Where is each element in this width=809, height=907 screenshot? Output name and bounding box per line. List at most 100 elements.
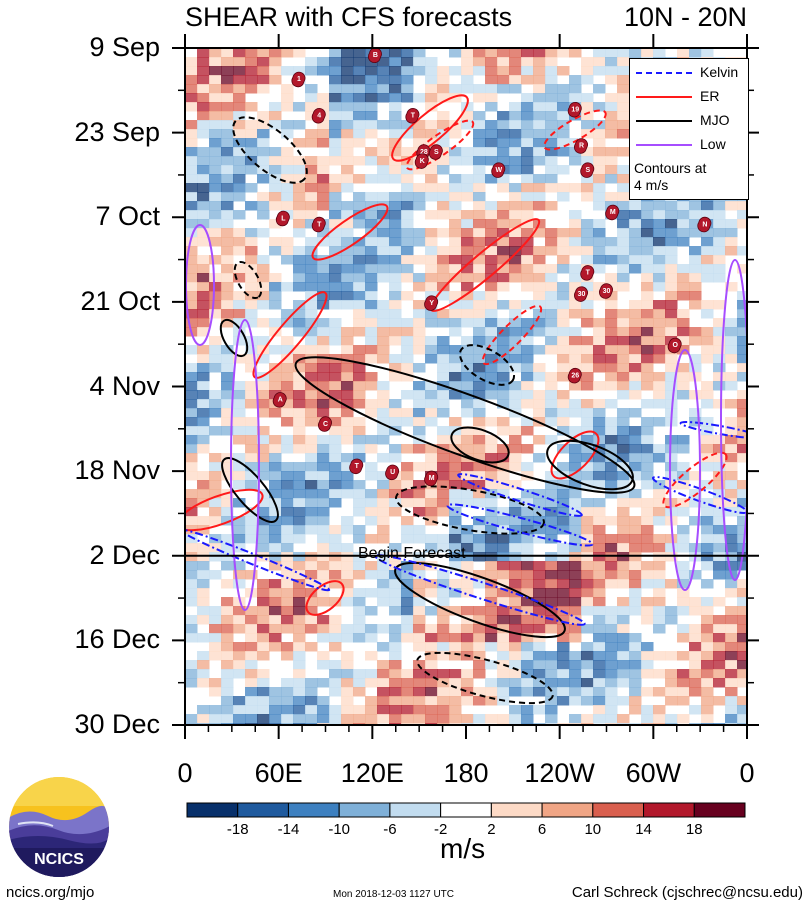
colorbar-swatch bbox=[186, 802, 239, 818]
wave-contour bbox=[252, 291, 328, 379]
storm-marker: U bbox=[385, 464, 400, 481]
storm-marker: W bbox=[491, 162, 506, 178]
wave-contour bbox=[662, 451, 728, 509]
y-tick-label: 4 Nov bbox=[89, 370, 160, 401]
wave-contour bbox=[446, 503, 594, 547]
legend-note-line: 4 m/s bbox=[634, 177, 669, 193]
storm-label: 30 bbox=[603, 288, 611, 295]
wave-contour bbox=[458, 344, 516, 386]
colorbar-swatch bbox=[693, 802, 746, 818]
storm-marker: O bbox=[667, 337, 682, 354]
storm-marker: Y bbox=[424, 295, 439, 311]
x-tick-label: 60W bbox=[625, 758, 682, 788]
wave-contour bbox=[374, 554, 586, 626]
storm-label: R bbox=[579, 143, 584, 150]
legend-swatch bbox=[636, 72, 692, 74]
y-tick-label: 7 Oct bbox=[95, 201, 160, 232]
chart-title: SHEAR with CFS forecasts bbox=[185, 2, 513, 32]
legend: Kelvin ER MJO Low Contours at 4 m/s bbox=[629, 58, 749, 200]
colorbar-swatch bbox=[237, 802, 289, 818]
storm-marker: 4 bbox=[311, 108, 326, 124]
colorbar-label: 10 bbox=[584, 821, 602, 838]
storm-label: T bbox=[586, 270, 591, 277]
storm-marker: S bbox=[580, 162, 595, 178]
storm-label: T bbox=[355, 463, 360, 470]
y-tick-label: 18 Nov bbox=[74, 455, 160, 486]
y-tick-label: 23 Sep bbox=[74, 116, 160, 147]
storm-marker: 1 bbox=[291, 71, 306, 88]
colorbar-label: -18 bbox=[226, 821, 249, 838]
forecast-label: Begin Forecast bbox=[358, 545, 466, 562]
wave-contour bbox=[457, 473, 583, 517]
wave-contour bbox=[550, 430, 600, 480]
storm-marker: T bbox=[311, 216, 326, 233]
storm-label: N bbox=[702, 221, 707, 228]
legend-note: Contours at 4 m/s bbox=[634, 160, 706, 194]
legend-item-low: Low bbox=[630, 135, 748, 155]
x-tick-label: 60E bbox=[254, 758, 303, 788]
y-tick-label: 16 Dec bbox=[74, 624, 160, 655]
x-tick-label: 0 bbox=[739, 758, 755, 788]
storm-marker: S bbox=[428, 144, 443, 160]
storm-marker: K bbox=[414, 153, 429, 169]
colorbar-swatch bbox=[389, 802, 442, 818]
footer-timestamp: Mon 2018-12-03 1127 UTC bbox=[333, 889, 454, 900]
colorbar-label: -10 bbox=[328, 821, 351, 838]
colorbar-units: m/s bbox=[440, 833, 486, 864]
storm-marker: A bbox=[272, 392, 287, 408]
wave-contour bbox=[546, 439, 634, 491]
wave-contour bbox=[669, 349, 701, 591]
storm-label: O bbox=[672, 342, 678, 349]
footer-link[interactable]: ncics.org/mjo bbox=[6, 884, 95, 901]
storm-marker: 30 bbox=[574, 286, 588, 302]
storm-marker: M bbox=[424, 470, 439, 487]
storm-label: 28 bbox=[420, 149, 428, 156]
wave-contour bbox=[185, 488, 264, 532]
wave-contour bbox=[221, 457, 279, 523]
wave-contour bbox=[230, 319, 260, 611]
wave-contour bbox=[720, 259, 747, 581]
wave-contour bbox=[405, 119, 475, 171]
y-tick-label: 21 Oct bbox=[80, 285, 160, 316]
wave-contour bbox=[394, 561, 566, 639]
wave-contour bbox=[391, 94, 469, 162]
storm-label: T bbox=[411, 112, 416, 119]
storm-label: 1 bbox=[297, 76, 301, 83]
colorbar-label: 14 bbox=[635, 821, 652, 838]
storm-marker: C bbox=[318, 416, 332, 432]
storm-marker: L bbox=[275, 210, 290, 227]
x-tick-label: 120E bbox=[340, 758, 404, 788]
y-tick-label: 30 Dec bbox=[74, 709, 160, 739]
wave-contour bbox=[395, 485, 545, 535]
storm-label: Y bbox=[429, 300, 434, 307]
storm-marker: T bbox=[349, 458, 364, 475]
wave-contour bbox=[450, 426, 510, 464]
legend-note-line: Contours at bbox=[634, 160, 707, 176]
colorbar-label: 2 bbox=[487, 821, 496, 838]
storm-label: 30 bbox=[578, 291, 586, 298]
legend-swatch bbox=[636, 120, 692, 122]
storm-label: M bbox=[429, 475, 435, 482]
logo-text: NCICS bbox=[34, 851, 84, 868]
legend-item-kelvin: Kelvin bbox=[630, 63, 748, 83]
legend-label: MJO bbox=[700, 112, 730, 128]
storm-label: K bbox=[420, 158, 425, 165]
colorbar-swatch bbox=[287, 802, 340, 818]
storm-label: 26 bbox=[571, 372, 579, 379]
legend-swatch bbox=[636, 144, 692, 146]
footer-author: Carl Schreck (cjschrec@ncsu.edu) bbox=[571, 884, 803, 901]
colorbar-swatch bbox=[643, 802, 695, 818]
colorbar-label: 18 bbox=[685, 821, 703, 838]
x-tick-label: 120W bbox=[524, 758, 595, 788]
storm-label: S bbox=[434, 149, 439, 156]
storm-label: 4 bbox=[317, 112, 321, 119]
storm-label: W bbox=[495, 167, 502, 174]
storm-label: C bbox=[323, 421, 328, 428]
colorbar-label: -2 bbox=[433, 821, 448, 838]
wave-contour bbox=[679, 421, 747, 439]
storm-label: U bbox=[390, 469, 395, 476]
storm-marker: 26 bbox=[567, 367, 582, 384]
colorbar-label: 6 bbox=[537, 821, 547, 838]
chart-subtitle: 10N - 20N bbox=[623, 2, 747, 32]
y-tick-label: 9 Sep bbox=[89, 32, 160, 62]
